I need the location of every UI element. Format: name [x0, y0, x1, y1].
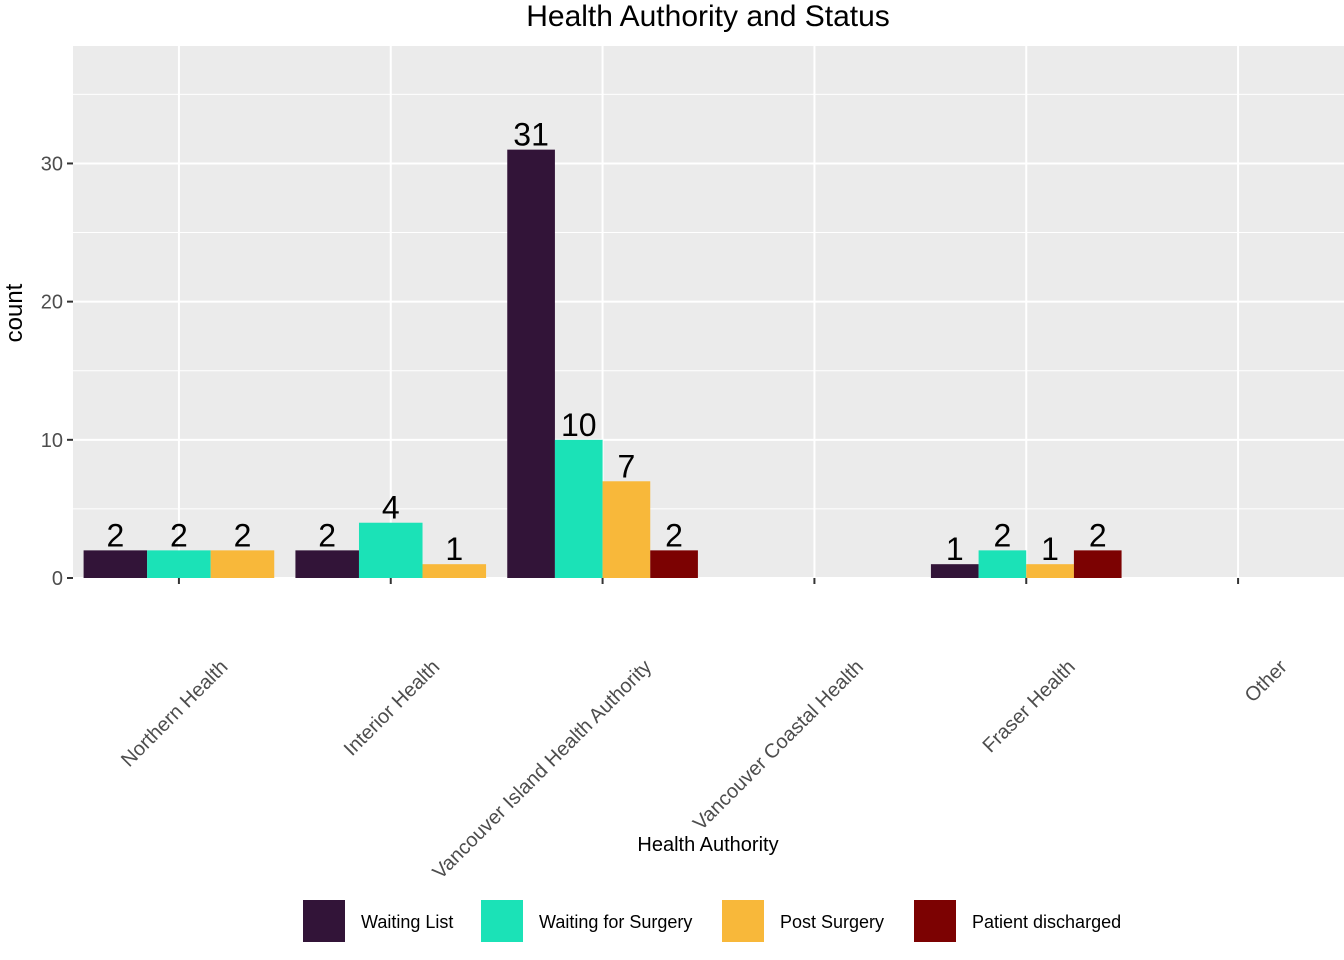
x-tick-label: Vancouver Island Health Authority [429, 656, 657, 884]
data-label: 2 [1089, 517, 1107, 553]
bar [650, 550, 698, 578]
data-label: 2 [994, 517, 1012, 553]
bar [978, 550, 1027, 578]
major-gridlines [73, 46, 1344, 579]
legend: Waiting List Waiting for Surgery Post Surg… [303, 900, 1121, 942]
data-label: 2 [318, 517, 336, 553]
data-label: 2 [665, 517, 683, 553]
y-tick-label: 20 [41, 292, 63, 314]
data-label: 2 [170, 517, 188, 553]
bar [1073, 550, 1122, 578]
x-tick-label: Northern Health [117, 656, 232, 771]
data-label: 4 [382, 490, 400, 526]
data-label: 1 [445, 531, 463, 567]
y-axis: 0 10 20 30 [41, 153, 73, 590]
x-tick-label: Vancouver Coastal Health [689, 656, 868, 835]
bar [83, 550, 148, 578]
legend-label: Waiting for Surgery [539, 912, 692, 932]
legend-label: Waiting List [361, 912, 453, 932]
data-label: 7 [618, 448, 636, 484]
y-axis-title: count [1, 283, 28, 342]
x-tick-label: Other [1241, 656, 1292, 707]
legend-label: Post Surgery [780, 912, 884, 932]
plot-panel [73, 46, 1344, 578]
data-label: 1 [1041, 531, 1059, 567]
legend-label: Patient discharged [972, 912, 1121, 932]
legend-swatch [481, 900, 523, 942]
y-tick-label: 30 [41, 153, 63, 175]
y-tick-label: 0 [52, 568, 63, 590]
bar [930, 564, 979, 578]
data-label: 2 [106, 517, 124, 553]
chart-title: Health Authority and Status [526, 0, 890, 33]
bars-group [83, 149, 1122, 579]
data-label: 31 [513, 117, 549, 153]
x-tick-label: Fraser Health [979, 656, 1080, 757]
data-label: 10 [561, 407, 597, 443]
bar [507, 149, 555, 579]
legend-swatch [303, 900, 345, 942]
bar [358, 522, 423, 578]
legend-swatch [722, 900, 764, 942]
bar [295, 550, 359, 578]
minor-gridlines [73, 93, 1344, 510]
legend-swatch [914, 900, 956, 942]
data-label: 1 [946, 531, 964, 567]
bar [210, 550, 275, 578]
data-label: 2 [234, 517, 252, 553]
x-tick-label: Interior Health [340, 656, 444, 760]
bar [554, 439, 603, 578]
bar [602, 481, 651, 578]
bar [147, 550, 211, 578]
bar [422, 564, 487, 578]
y-tick-label: 10 [41, 430, 63, 452]
bar [1026, 564, 1074, 578]
x-axis-title: Health Authority [637, 834, 778, 856]
